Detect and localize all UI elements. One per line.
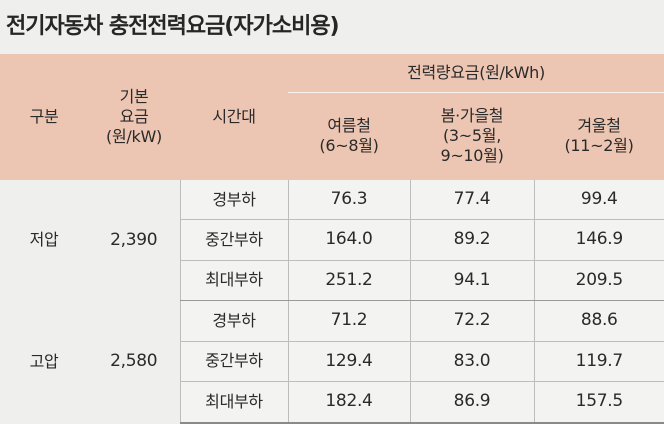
page-title: 전기자동차 충전전력요금(자가소비용) — [6, 14, 340, 39]
header-spring-fall: 봄·가을철 (3~5월, 9~10월) — [410, 92, 534, 180]
summer-rate-cell: 251.2 — [287, 260, 410, 302]
winter-rate-cell: 209.5 — [533, 260, 664, 302]
group-base-fee: 2,390 — [88, 180, 180, 301]
winter-rate-cell: 157.5 — [533, 381, 664, 424]
summer-rate-cell: 71.2 — [287, 300, 410, 342]
header-winter: 겨울철 (11~2월) — [534, 92, 664, 180]
table-row: 중간부하 129.4 83.0 119.7 — [0, 341, 664, 383]
header-energy-rate: 전력량요금(원/kWh) — [288, 54, 664, 93]
header-base-fee: 기본 요금 (원/kW) — [88, 54, 180, 180]
spring-fall-rate-cell: 86.9 — [409, 381, 534, 424]
table-row: 최대부하 182.4 86.9 157.5 — [0, 381, 664, 424]
time-slot-cell: 중간부하 — [179, 219, 288, 261]
spring-fall-rate-cell: 89.2 — [409, 219, 534, 261]
spring-fall-rate-cell: 83.0 — [409, 341, 534, 383]
time-slot-cell: 중간부하 — [179, 341, 288, 383]
summer-rate-cell: 129.4 — [287, 341, 410, 383]
summer-rate-cell: 76.3 — [287, 180, 410, 221]
rate-table: 구분 기본 요금 (원/kW) 시간대 전력량요금(원/kWh) 여름철 (6~… — [0, 54, 664, 424]
table-row: 최대부하 251.2 94.1 209.5 — [0, 260, 664, 302]
winter-rate-cell: 88.6 — [533, 300, 664, 342]
group-base-fee: 2,580 — [88, 300, 180, 423]
table-row: 중간부하 164.0 89.2 146.9 — [0, 219, 664, 261]
header-spring-fall-line: 9~10월) — [440, 146, 504, 166]
winter-rate-cell: 99.4 — [533, 180, 664, 221]
time-slot-cell: 경부하 — [179, 180, 288, 221]
time-slot-cell: 최대부하 — [179, 260, 288, 302]
summer-rate-cell: 182.4 — [287, 381, 410, 424]
group-name: 저압 — [0, 180, 88, 301]
header-summer: 여름철 (6~8월) — [288, 92, 410, 180]
header-summer-line: 여름철 — [327, 116, 371, 136]
winter-rate-cell: 119.7 — [533, 341, 664, 383]
header-winter-line: (11~2월) — [564, 136, 634, 156]
time-slot-cell: 최대부하 — [179, 381, 288, 424]
header-time-slot: 시간대 — [180, 54, 288, 180]
group-name: 고압 — [0, 300, 88, 423]
table-row: 고압 2,580 경부하 71.2 72.2 88.6 — [0, 300, 664, 423]
spring-fall-rate-cell: 72.2 — [409, 300, 534, 342]
header-summer-line: (6~8월) — [319, 136, 379, 156]
header-category: 구분 — [0, 54, 88, 180]
summer-rate-cell: 164.0 — [287, 219, 410, 261]
winter-rate-cell: 146.9 — [533, 219, 664, 261]
header-winter-line: 겨울철 — [577, 116, 621, 136]
table-row: 저압 2,390 경부하 76.3 77.4 99.4 — [0, 180, 664, 301]
header-spring-fall-line: (3~5월, — [442, 126, 501, 146]
time-slot-cell: 경부하 — [179, 300, 288, 342]
header-base-fee-line: 기본 — [119, 87, 149, 106]
header-base-fee-line: 요금 — [119, 107, 149, 126]
spring-fall-rate-cell: 94.1 — [409, 260, 534, 302]
header-spring-fall-line: 봄·가을철 — [440, 106, 504, 126]
spring-fall-rate-cell: 77.4 — [409, 180, 534, 221]
header-base-fee-line: (원/kW) — [106, 127, 162, 146]
